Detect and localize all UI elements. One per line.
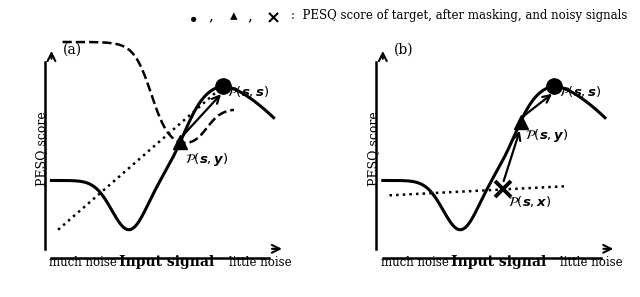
Text: $\mathcal{P}(\boldsymbol{s},\boldsymbol{s})$: $\mathcal{P}(\boldsymbol{s},\boldsymbol{… <box>227 84 270 99</box>
Text: $\mathcal{P}(\boldsymbol{s},\boldsymbol{s})$: $\mathcal{P}(\boldsymbol{s},\boldsymbol{… <box>559 84 601 99</box>
Y-axis label: PESQ score: PESQ score <box>36 111 49 186</box>
Text: $\mathcal{P}(\boldsymbol{s},\boldsymbol{y})$: $\mathcal{P}(\boldsymbol{s},\boldsymbol{… <box>185 151 228 168</box>
Text: $\mathcal{P}(\boldsymbol{s},\boldsymbol{x})$: $\mathcal{P}(\boldsymbol{s},\boldsymbol{… <box>508 194 552 209</box>
Text: $\bullet$: $\bullet$ <box>187 9 197 27</box>
Text: $\boldsymbol{\times}$: $\boldsymbol{\times}$ <box>264 9 280 27</box>
Text: much noise: much noise <box>49 256 117 269</box>
Text: (a): (a) <box>63 43 82 57</box>
Text: $\mathcal{P}(\boldsymbol{s},\boldsymbol{y})$: $\mathcal{P}(\boldsymbol{s},\boldsymbol{… <box>525 127 568 144</box>
Text: ,: , <box>247 9 252 23</box>
Text: Input signal: Input signal <box>119 255 214 269</box>
Text: ,: , <box>209 9 214 23</box>
Y-axis label: PESQ score: PESQ score <box>367 111 380 186</box>
Text: little noise: little noise <box>228 256 291 269</box>
Text: Input signal: Input signal <box>451 255 546 269</box>
Text: $\blacktriangle$: $\blacktriangle$ <box>228 9 239 23</box>
Text: (b): (b) <box>394 43 413 57</box>
Text: :  PESQ score of target, after masking, and noisy signals: : PESQ score of target, after masking, a… <box>291 9 628 22</box>
Text: little noise: little noise <box>560 256 623 269</box>
Text: much noise: much noise <box>381 256 449 269</box>
